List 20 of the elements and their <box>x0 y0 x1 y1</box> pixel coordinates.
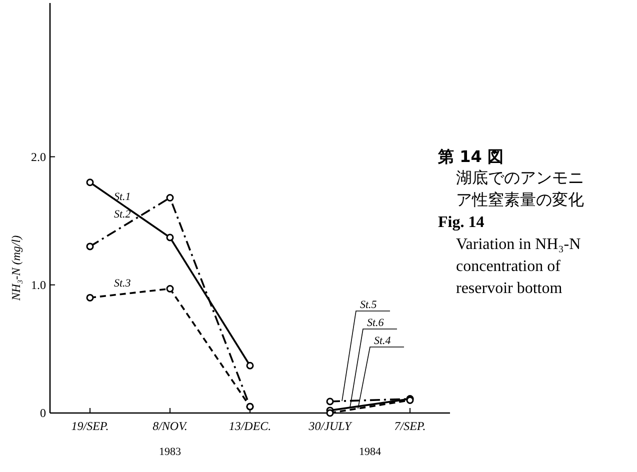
text: 第 14 図 <box>438 146 504 168</box>
text: 1983 <box>159 446 182 458</box>
y-tick-label: 2.0 <box>31 150 46 164</box>
x-tick-label: 30/JULY <box>308 419 353 433</box>
y-tick-label: 1.0 <box>31 278 46 292</box>
y-tick-label: 0 <box>40 406 46 420</box>
x-tick-label: 8/NOV. <box>152 419 188 433</box>
text: St.4 <box>374 335 392 347</box>
text: 湖底でのアンモニア性窒素量の変化 <box>455 168 585 211</box>
series-label: St.2 <box>114 208 132 221</box>
text: 1984 <box>359 446 382 458</box>
annotation: Fig. 14 <box>438 213 486 233</box>
series-label: St.3 <box>114 278 132 290</box>
text: Variation in NH₃-N concentration of reservoir bottom <box>455 235 582 299</box>
y-axis-title: NH₃-N (mg/l) <box>9 235 23 302</box>
text: St.6 <box>367 317 384 329</box>
x-tick-label: 19/SEP. <box>71 419 109 433</box>
x-tick-label: 13/DEC. <box>228 419 272 433</box>
x-tick-label: 7/SEP. <box>394 419 426 433</box>
text: St.5 <box>360 299 378 311</box>
